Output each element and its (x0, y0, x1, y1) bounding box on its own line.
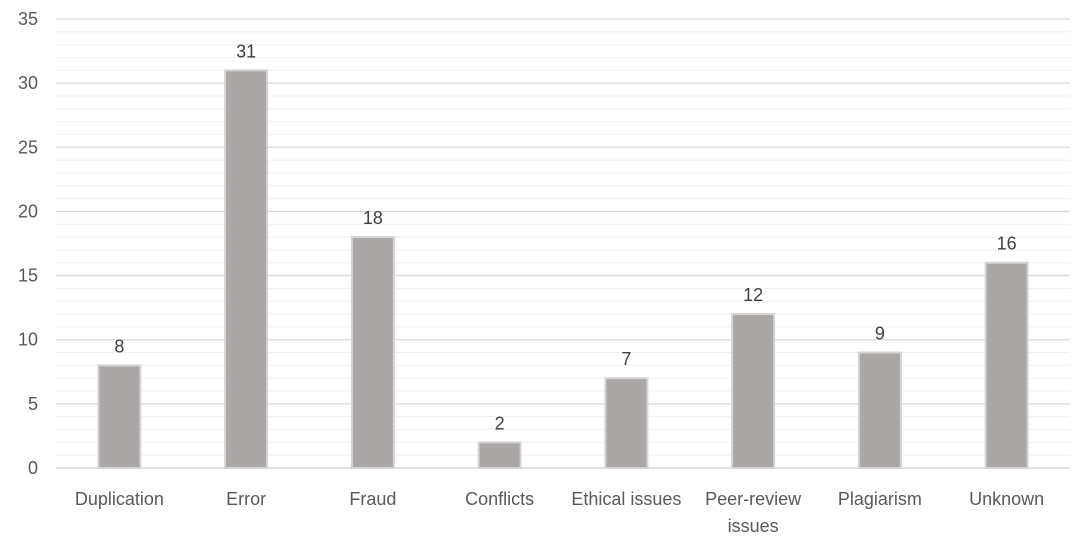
y-tick-label: 35 (18, 9, 38, 29)
bar (224, 69, 269, 469)
x-tick-label: Plagiarism (838, 489, 922, 509)
bar (731, 313, 776, 469)
bar (857, 351, 902, 469)
y-axis-ticks: 0 5 10 15 20 25 30 35 (18, 9, 38, 478)
data-label: 8 (114, 336, 124, 356)
x-tick-label: Unknown (969, 489, 1044, 509)
x-tick-label: Fraud (349, 489, 396, 509)
y-tick-label: 20 (18, 201, 38, 221)
data-label: 31 (236, 41, 256, 61)
x-tick-label: Peer-review issues (705, 489, 802, 536)
y-tick-label: 15 (18, 266, 38, 286)
data-labels: 8 31 18 2 7 12 9 16 (114, 41, 1016, 433)
data-label: 12 (743, 285, 763, 305)
bar (97, 364, 142, 469)
bars (97, 69, 1029, 470)
data-label: 18 (363, 208, 383, 228)
data-label: 2 (495, 413, 505, 433)
y-tick-label: 25 (18, 137, 38, 157)
y-tick-label: 0 (28, 458, 38, 478)
bar (984, 261, 1029, 469)
data-label: 9 (875, 324, 885, 344)
grid (56, 18, 1070, 469)
bar (604, 377, 649, 470)
bar (350, 236, 395, 469)
data-label: 16 (997, 234, 1017, 254)
data-label: 7 (621, 349, 631, 369)
x-tick-label: Duplication (75, 489, 164, 509)
x-tick-label: Error (226, 489, 266, 509)
x-tick-label: Conflicts (465, 489, 534, 509)
bar (477, 441, 522, 470)
y-tick-label: 30 (18, 73, 38, 93)
x-axis-ticks: Duplication Error Fraud Conflicts Ethical is… (75, 489, 1044, 536)
x-tick-label: Ethical issues (571, 489, 681, 509)
y-tick-label: 5 (28, 394, 38, 414)
y-tick-label: 10 (18, 330, 38, 350)
